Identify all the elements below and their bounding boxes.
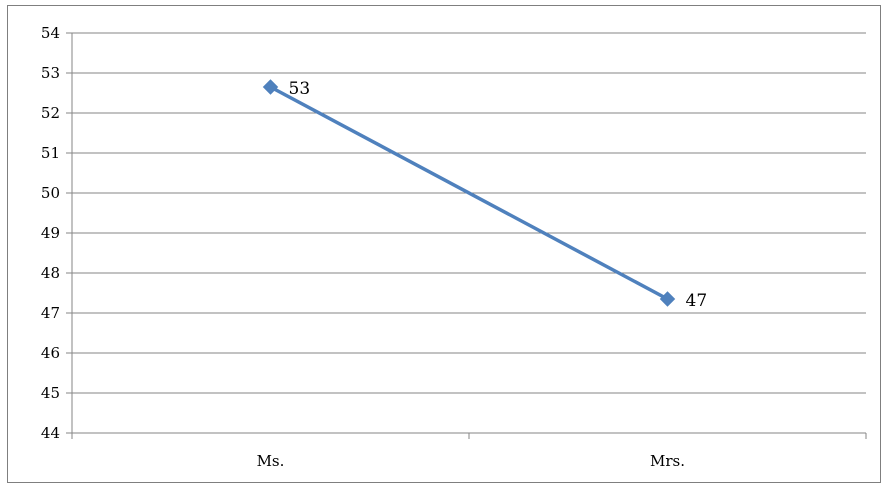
- y-tick-label: 54: [41, 24, 60, 42]
- y-tick-label: 53: [41, 64, 60, 82]
- y-axis-tick-labels: 44 45 46 47 48 49 50 51 52 53 54: [41, 24, 60, 442]
- data-labels: 53 47: [289, 79, 708, 311]
- data-label: 53: [289, 79, 311, 99]
- y-tick-label: 50: [41, 184, 60, 202]
- x-category-label: Mrs.: [650, 452, 685, 470]
- y-tick-label: 44: [41, 424, 60, 442]
- series: [262, 79, 676, 307]
- axes: [66, 32, 867, 439]
- y-tick-label: 49: [41, 224, 60, 242]
- chart-frame: [7, 5, 881, 483]
- gridlines: [72, 32, 866, 394]
- y-tick-label: 47: [41, 304, 60, 322]
- y-tick-label: 48: [41, 264, 60, 282]
- y-tick-label: 52: [41, 104, 60, 122]
- data-label: 47: [686, 291, 708, 311]
- y-tick-label: 46: [41, 344, 60, 362]
- series-line: [269, 85, 669, 301]
- y-tick-label: 51: [41, 144, 60, 162]
- x-category-label: Ms.: [257, 452, 285, 470]
- y-tick-label: 45: [41, 384, 60, 402]
- data-point-marker: [262, 79, 279, 95]
- x-axis-category-labels: Ms. Mrs.: [257, 452, 685, 470]
- data-point-marker: [659, 291, 676, 307]
